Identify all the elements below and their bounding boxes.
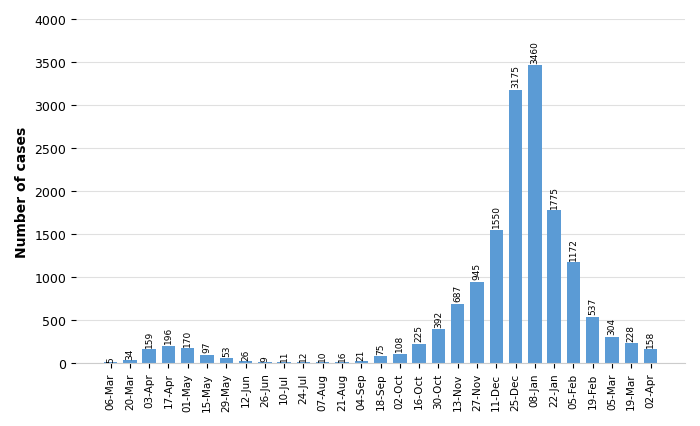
Text: 225: 225 bbox=[414, 324, 424, 341]
Y-axis label: Number of cases: Number of cases bbox=[15, 126, 29, 257]
Bar bbox=[239, 361, 252, 363]
Text: 108: 108 bbox=[395, 334, 405, 351]
Text: 21: 21 bbox=[357, 349, 366, 360]
Bar bbox=[489, 230, 503, 363]
Text: 196: 196 bbox=[164, 326, 173, 344]
Text: 1172: 1172 bbox=[569, 237, 578, 260]
Text: 392: 392 bbox=[434, 310, 443, 327]
Text: 537: 537 bbox=[588, 297, 597, 314]
Bar bbox=[374, 357, 387, 363]
Bar bbox=[316, 362, 330, 363]
Bar bbox=[354, 361, 368, 363]
Text: 228: 228 bbox=[626, 324, 636, 341]
Text: 75: 75 bbox=[376, 343, 385, 354]
Text: 687: 687 bbox=[453, 284, 462, 302]
Bar bbox=[624, 343, 638, 363]
Bar bbox=[393, 354, 407, 363]
Text: 26: 26 bbox=[241, 348, 250, 360]
Bar bbox=[412, 344, 426, 363]
Bar bbox=[181, 348, 195, 363]
Text: 16: 16 bbox=[337, 349, 346, 361]
Text: 3460: 3460 bbox=[531, 41, 540, 64]
Text: 9: 9 bbox=[260, 356, 270, 361]
Text: 158: 158 bbox=[646, 330, 655, 347]
Text: 34: 34 bbox=[125, 348, 134, 359]
Bar bbox=[547, 211, 561, 363]
Bar bbox=[644, 349, 657, 363]
Bar bbox=[258, 362, 272, 363]
Bar bbox=[528, 66, 542, 363]
Bar bbox=[123, 360, 136, 363]
Text: 170: 170 bbox=[183, 329, 192, 346]
Bar bbox=[509, 91, 522, 363]
Text: 97: 97 bbox=[202, 341, 211, 352]
Text: 1775: 1775 bbox=[550, 185, 559, 208]
Bar bbox=[470, 282, 484, 363]
Text: 3175: 3175 bbox=[511, 65, 520, 88]
Text: 5: 5 bbox=[106, 356, 115, 362]
Bar bbox=[142, 349, 156, 363]
Text: 53: 53 bbox=[222, 345, 231, 356]
Text: 159: 159 bbox=[145, 330, 153, 347]
Bar bbox=[162, 346, 175, 363]
Bar bbox=[606, 337, 619, 363]
Bar bbox=[586, 317, 599, 363]
Text: 12: 12 bbox=[299, 350, 308, 361]
Bar bbox=[335, 362, 349, 363]
Bar bbox=[200, 355, 214, 363]
Bar bbox=[451, 304, 465, 363]
Text: 304: 304 bbox=[608, 317, 617, 334]
Bar bbox=[297, 362, 310, 363]
Bar bbox=[277, 362, 291, 363]
Text: 10: 10 bbox=[318, 350, 327, 361]
Bar bbox=[220, 359, 233, 363]
Text: 945: 945 bbox=[473, 262, 482, 279]
Bar bbox=[432, 329, 445, 363]
Bar bbox=[567, 262, 580, 363]
Text: 1550: 1550 bbox=[492, 204, 500, 227]
Text: 11: 11 bbox=[279, 350, 288, 361]
